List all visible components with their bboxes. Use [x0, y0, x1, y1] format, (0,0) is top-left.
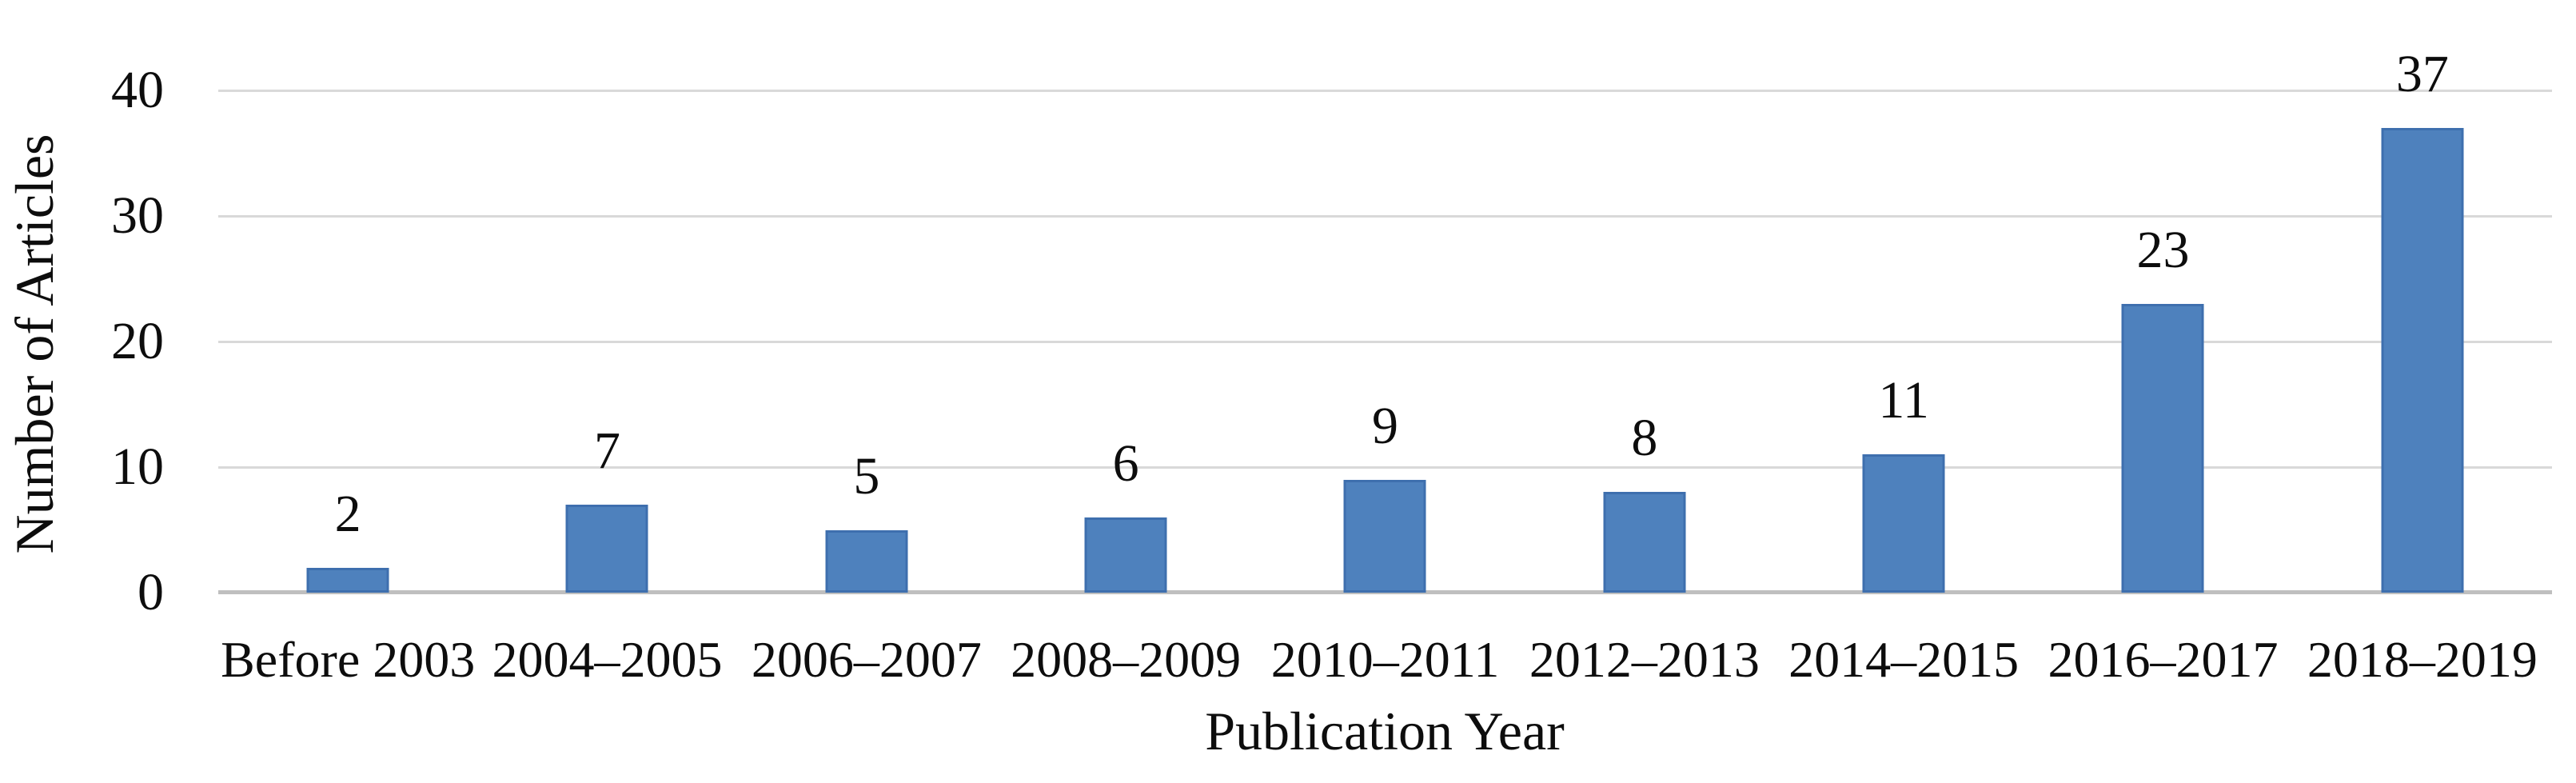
y-tick-label: 40: [111, 61, 164, 119]
bar-2016-2017: [2121, 303, 2204, 593]
bar-slot-2004-2005: 7: [477, 90, 736, 593]
bar-2010-2011: [1343, 479, 1426, 593]
bar-before-2003: [306, 567, 389, 593]
bar-2018-2019: [2381, 128, 2464, 593]
bar-value-label: 23: [2136, 220, 2190, 279]
bar-value-label: 7: [593, 421, 620, 481]
x-tick-label: 2004–2005: [492, 631, 723, 688]
bar-value-label: 8: [1631, 409, 1658, 468]
x-tick-label: 2006–2007: [751, 631, 982, 688]
y-tick-label: 20: [111, 312, 164, 370]
gridline-30: [218, 214, 2552, 218]
y-tick-label: 10: [111, 437, 164, 496]
y-tick-label: 0: [138, 563, 164, 621]
bar-slot-2008-2009: 6: [996, 90, 1255, 593]
y-tick-label: 30: [111, 186, 164, 245]
gridline-40: [218, 89, 2552, 92]
x-tick-label: 2010–2011: [1270, 631, 1500, 688]
x-axis-title: Publication Year: [1205, 701, 1565, 761]
x-tick-label: Before 2003: [221, 631, 476, 688]
bar-2012-2013: [1603, 492, 1686, 593]
bar-2008-2009: [1084, 517, 1167, 593]
bar-value-label: 37: [2395, 45, 2449, 104]
bar-value-label: 2: [334, 484, 361, 543]
x-tick-label: 2016–2017: [2048, 631, 2279, 688]
x-tick-label: 2018–2019: [2307, 631, 2538, 688]
x-tick-label: 2014–2015: [1788, 631, 2020, 688]
bar-value-label: 11: [1878, 371, 1929, 430]
bar-slot-2014-2015: 11: [1774, 90, 2033, 593]
bar-slot-2010-2011: 9: [1255, 90, 1514, 593]
gridline-10: [218, 465, 2552, 469]
bar-slot-2016-2017: 23: [2033, 90, 2292, 593]
bar-2004-2005: [565, 505, 648, 593]
bar-2014-2015: [1862, 454, 1945, 593]
bar-value-label: 9: [1371, 396, 1398, 455]
plot-area: 2 7 5 6 9 8 11 23 37: [218, 48, 2552, 594]
bar-slot-2018-2019: 37: [2293, 48, 2552, 593]
bar-slot-2012-2013: 8: [1515, 90, 1774, 593]
bar-slot-2006-2007: 5: [737, 90, 996, 593]
bar-value-label: 5: [853, 446, 880, 505]
bar-2006-2007: [825, 529, 908, 593]
gridline-20: [218, 340, 2552, 343]
x-tick-label: 2012–2013: [1529, 631, 1760, 688]
x-tick-label: 2008–2009: [1011, 631, 1242, 688]
bar-value-label: 6: [1112, 433, 1139, 493]
bar-slot-before-2003: 2: [218, 90, 477, 593]
